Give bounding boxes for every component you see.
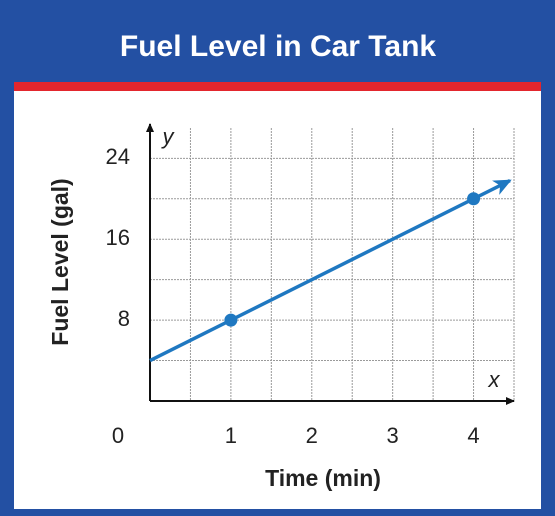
y-tick-label: 24 [106, 144, 130, 169]
x-tick-label: 2 [306, 423, 318, 448]
x-tick-label: 0 [112, 423, 124, 448]
chart-title: Fuel Level in Car Tank [120, 30, 437, 63]
x-tick-label: 4 [467, 423, 479, 448]
plot: x y 0 1 2 3 4 8 16 24 [106, 123, 515, 448]
y-axis-name: y [161, 124, 176, 149]
y-axis-label: Fuel Level (gal) [47, 178, 73, 345]
data-point [467, 192, 481, 206]
title-bar [14, 12, 541, 82]
x-axis-label: Time (min) [265, 465, 381, 491]
x-tick-label: 3 [387, 423, 399, 448]
data-line [149, 179, 512, 363]
x-tick-label: 1 [225, 423, 237, 448]
title-rule [14, 82, 541, 91]
y-tick-label: 8 [118, 306, 130, 331]
y-tick-label: 16 [106, 225, 130, 250]
data-point [224, 313, 238, 327]
x-axis-name: x [488, 367, 501, 392]
